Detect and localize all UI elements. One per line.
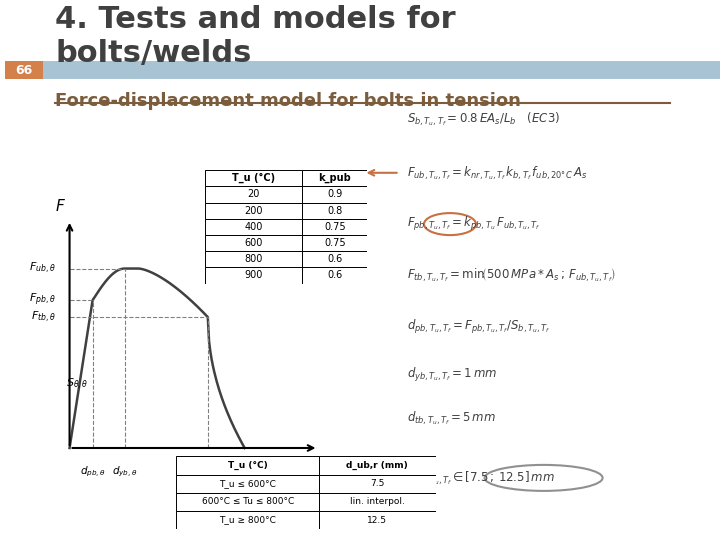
Text: $F_{tb,T_u,T_f} = \min\!\left(500\,MPa * A_s\,;\,F_{ub,T_u,T_f}\right)$: $F_{tb,T_u,T_f} = \min\!\left(500\,MPa *… [407, 267, 616, 284]
Text: $d_{yb,\theta}$: $d_{yb,\theta}$ [112, 465, 138, 480]
Bar [205, 251, 302, 267]
Bar [205, 219, 302, 235]
Text: 0.75: 0.75 [324, 238, 346, 248]
Bar [302, 251, 367, 267]
Text: $F_{tb,\theta}$: $F_{tb,\theta}$ [31, 309, 55, 325]
Text: 20: 20 [248, 190, 260, 199]
Bar [302, 170, 367, 186]
Text: 600: 600 [245, 238, 263, 248]
Text: 0.9: 0.9 [327, 190, 343, 199]
Text: F: F [56, 199, 65, 214]
Bar [302, 235, 367, 251]
Bar [205, 235, 302, 251]
Text: 66: 66 [15, 64, 32, 77]
Text: 0.6: 0.6 [327, 254, 343, 264]
Text: $F_{ub,\theta}$: $F_{ub,\theta}$ [29, 261, 55, 276]
Text: 7.5: 7.5 [370, 479, 384, 488]
Bar [319, 475, 436, 492]
Bar [319, 492, 436, 511]
Bar [205, 267, 302, 284]
Bar [5, 61, 43, 79]
Text: d: d [318, 463, 328, 478]
Bar [302, 186, 367, 202]
Text: $d_{ub,\theta}$: $d_{ub,\theta}$ [236, 465, 262, 480]
Text: $d_{yb,T_u,T_f} = 1\,mm$: $d_{yb,T_u,T_f} = 1\,mm$ [407, 366, 498, 384]
Text: 200: 200 [245, 206, 263, 215]
Text: 600°C ≤ Tu ≤ 800°C: 600°C ≤ Tu ≤ 800°C [202, 497, 294, 507]
Text: 400: 400 [245, 222, 263, 232]
Text: $F_{pb,\theta}$: $F_{pb,\theta}$ [29, 292, 55, 308]
Text: $d_{pb,\theta}$: $d_{pb,\theta}$ [80, 465, 106, 480]
Text: 0.75: 0.75 [324, 222, 346, 232]
Text: $S_{b,T_u,T_f} = 0.8\,EA_s/L_b \quad (EC3)$: $S_{b,T_u,T_f} = 0.8\,EA_s/L_b \quad (EC… [407, 110, 560, 127]
Text: T_u (°C): T_u (°C) [228, 461, 268, 470]
Text: 0.6: 0.6 [327, 271, 343, 280]
Text: k_pub: k_pub [318, 173, 351, 184]
Text: lin. interpol.: lin. interpol. [350, 497, 405, 507]
Bar [176, 475, 319, 492]
Text: 0.8: 0.8 [327, 206, 343, 215]
Text: $d_{pb,T_u,T_f} = F_{pb,T_u,T_f}/S_{b,T_u,T_f}$: $d_{pb,T_u,T_f} = F_{pb,T_u,T_f}/S_{b,T_… [407, 318, 550, 336]
Text: d_ub,r (mm): d_ub,r (mm) [346, 461, 408, 470]
Text: T_u ≥ 800°C: T_u ≥ 800°C [220, 516, 276, 524]
Text: $d_{tb,T_u,T_f} = 5\,mm$: $d_{tb,T_u,T_f} = 5\,mm$ [407, 410, 495, 427]
Bar [319, 456, 436, 475]
Text: $F_{pb,T_u,T_f} = k_{pb,T_u}\,F_{ub,T_u,T_f}$: $F_{pb,T_u,T_f} = k_{pb,T_u}\,F_{ub,T_u,… [407, 215, 541, 233]
Text: 12.5: 12.5 [367, 516, 387, 524]
Text: $S_{\theta,\theta}$: $S_{\theta,\theta}$ [66, 377, 89, 392]
Text: 900: 900 [245, 271, 263, 280]
Text: $F_{ub,T_u,T_f} = k_{nr,T_u,T_f}\,k_{b,T_f}\,f_{ub,20°C}\,A_s$: $F_{ub,T_u,T_f} = k_{nr,T_u,T_f}\,k_{b,T… [407, 164, 587, 181]
Bar [205, 170, 302, 186]
Text: 800: 800 [245, 254, 263, 264]
Bar [302, 267, 367, 284]
Bar [43, 61, 720, 79]
Text: T_u ≤ 600°C: T_u ≤ 600°C [220, 479, 276, 488]
Text: Force-displacement model for bolts in tension: Force-displacement model for bolts in te… [55, 92, 521, 110]
Text: 4. Tests and models for
bolts/welds: 4. Tests and models for bolts/welds [55, 5, 456, 68]
Text: $d_{tb,\theta}$: $d_{tb,\theta}$ [194, 465, 217, 480]
Bar [319, 511, 436, 529]
Bar [176, 456, 319, 475]
Bar [176, 511, 319, 529]
Bar [302, 202, 367, 219]
Text: T_u (°C): T_u (°C) [233, 173, 275, 184]
Bar [302, 219, 367, 235]
Bar [205, 186, 302, 202]
Text: $d_{ub,T_u,T_f} \in [7.5\,;\,12.5]\,mm$: $d_{ub,T_u,T_f} \in [7.5\,;\,12.5]\,mm$ [407, 469, 554, 487]
Bar [176, 492, 319, 511]
Bar [205, 202, 302, 219]
